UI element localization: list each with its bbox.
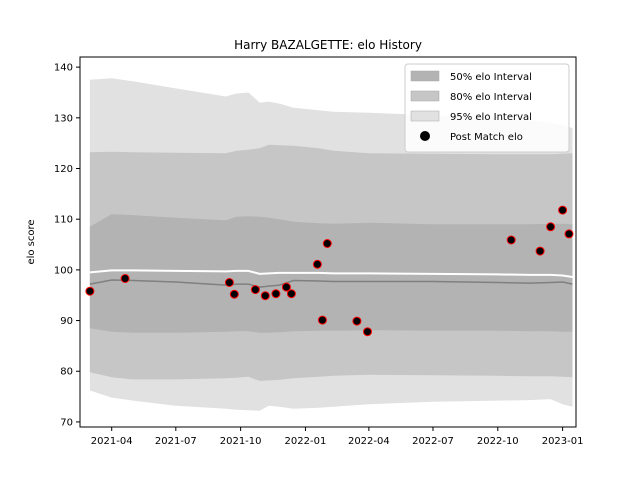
- post-match-elo-point: [224, 278, 234, 287]
- legend: 50% elo Interval 80% elo Interval 95% elo …: [404, 63, 570, 153]
- legend-label: 80% elo Interval: [450, 92, 532, 103]
- y-tick-label: 80: [60, 367, 73, 378]
- y-tick-label: 110: [54, 215, 73, 226]
- post-match-elo-point: [286, 289, 296, 299]
- legend-box: [404, 63, 570, 153]
- post-match-elo-point: [281, 282, 291, 292]
- x-tick-label: 2022-10: [477, 436, 519, 447]
- post-match-elo-point: [546, 222, 556, 232]
- legend-swatch-80: [410, 90, 440, 102]
- y-tick-label: 90: [60, 316, 73, 327]
- x-tick-label: 2022-01: [285, 436, 327, 447]
- post-match-elo-point: [260, 291, 270, 301]
- x-tick-label: 2021-07: [155, 436, 197, 447]
- x-tick-label: 2021-04: [91, 436, 133, 447]
- axes-frame: [79, 56, 577, 428]
- post-match-elo-point: [229, 289, 239, 299]
- chart-title: Harry BAZALGETTE: elo History: [234, 38, 422, 52]
- post-match-elo-point: [506, 235, 516, 245]
- post-match-elo-point: [352, 316, 362, 326]
- post-match-elo-point: [564, 229, 574, 239]
- post-match-elo-point: [250, 285, 260, 295]
- x-tick-label: 2022-07: [412, 436, 454, 447]
- post-match-elo-point: [535, 246, 545, 256]
- post-match-elo-point: [120, 274, 130, 283]
- post-match-elo-point: [322, 239, 332, 248]
- x-tick-label: 2023-01: [542, 436, 584, 447]
- post-match-elo-point: [85, 286, 95, 296]
- post-match-elo-point: [558, 205, 568, 215]
- legend-swatch-95: [410, 110, 440, 122]
- y-axis: 70 80 90 100 110 120 130 140: [54, 63, 80, 428]
- x-axis: 2021-04 2021-07 2021-10 2022-01 2022-04 2022-…: [91, 427, 584, 447]
- post-match-elo-point: [271, 289, 281, 299]
- legend-label: 50% elo Interval: [450, 72, 532, 83]
- y-tick-label: 130: [54, 113, 73, 124]
- plot-area: [85, 78, 574, 411]
- y-axis-label: elo score: [26, 219, 37, 264]
- y-tick-label: 100: [54, 265, 73, 276]
- post-match-elo-point: [312, 259, 322, 269]
- legend-swatch-50: [410, 70, 440, 82]
- post-match-elo-point: [317, 315, 327, 325]
- legend-label: Post Match elo: [450, 132, 523, 143]
- mean-elo-line: [89, 269, 573, 278]
- post-match-elo-point: [363, 327, 372, 337]
- legend-label: 95% elo Interval: [450, 112, 532, 123]
- y-tick-label: 120: [54, 164, 73, 175]
- y-tick-label: 140: [54, 63, 73, 74]
- x-tick-label: 2021-10: [220, 436, 262, 447]
- x-tick-label: 2022-04: [348, 436, 390, 447]
- y-tick-label: 70: [60, 417, 73, 428]
- legend-marker-post-match: [420, 131, 430, 141]
